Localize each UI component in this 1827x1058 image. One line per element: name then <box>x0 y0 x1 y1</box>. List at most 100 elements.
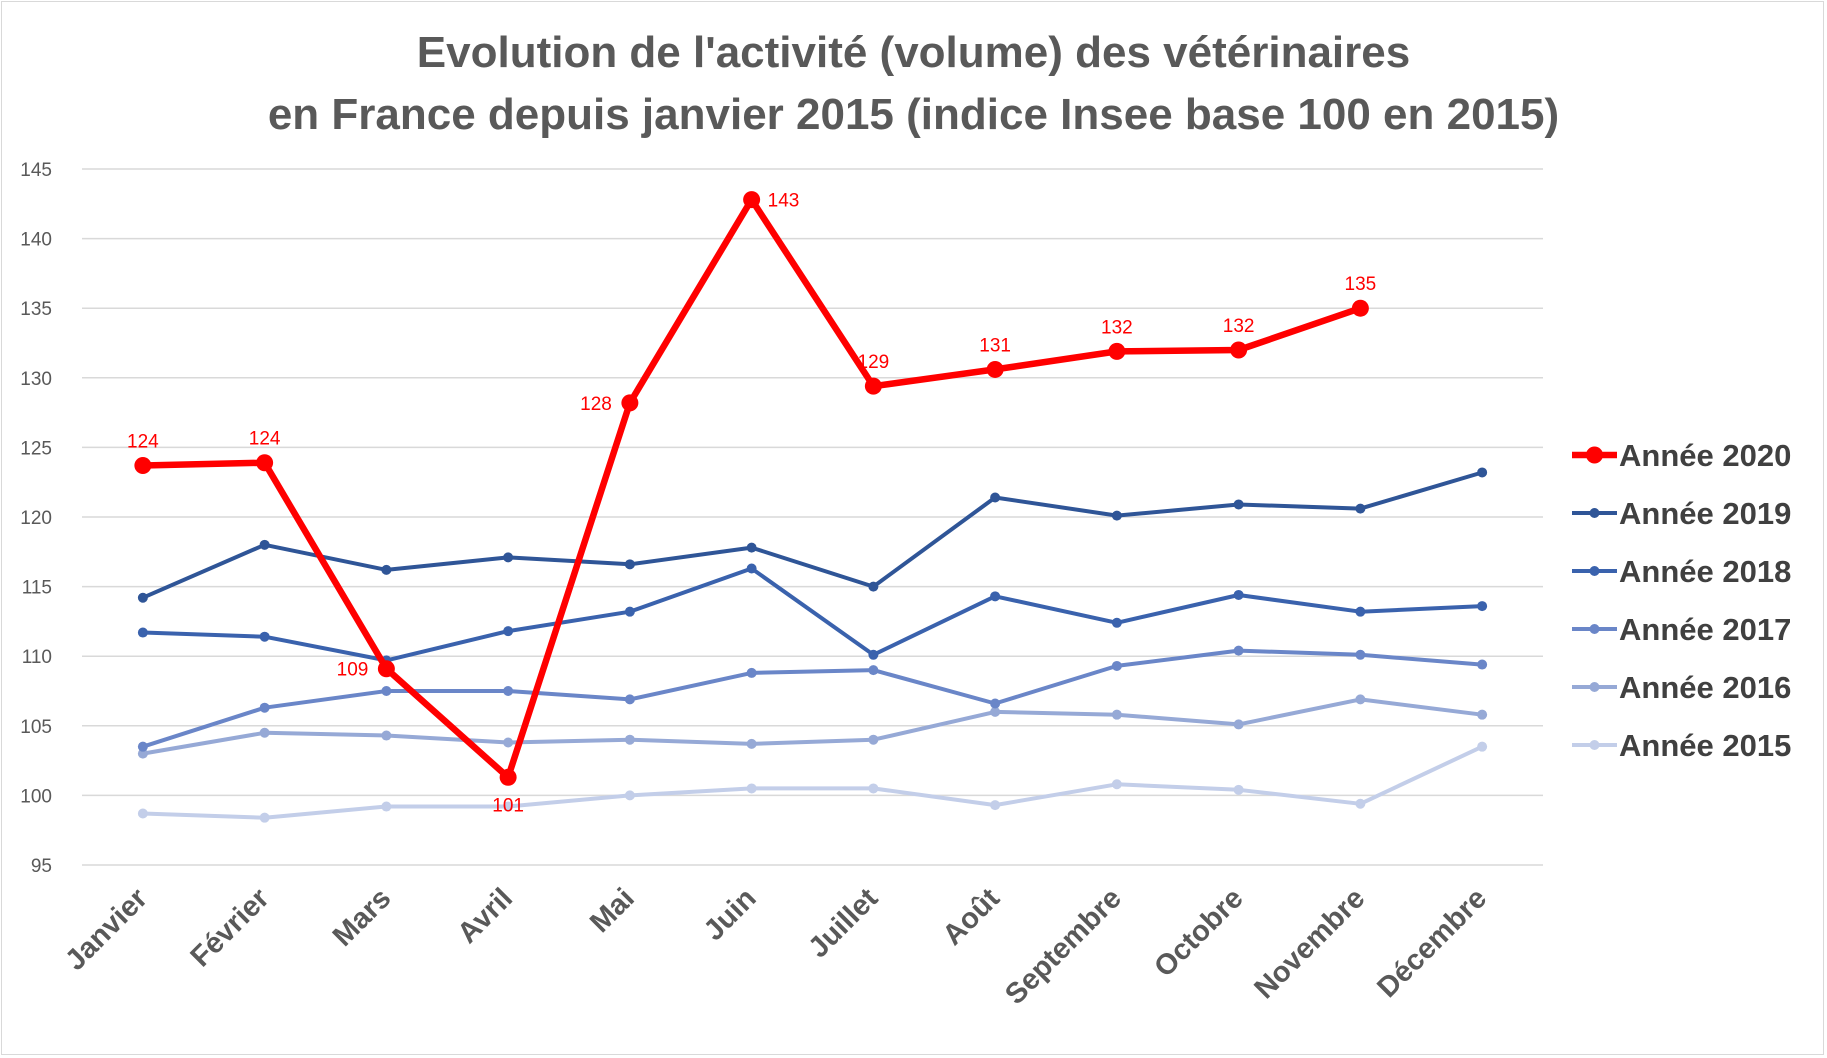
data-label-annee-2020-avril: 101 <box>492 795 524 816</box>
point-annee-2020-juin <box>743 191 761 209</box>
point-annee-2018-decembre <box>1477 601 1488 612</box>
x-tick-label-janvier: Janvier <box>59 882 153 976</box>
legend: Année 2020 Année 2019 Année 2018 Année 2017… <box>1572 438 1791 763</box>
x-tick-label-novembre: Novembre <box>1248 882 1371 1005</box>
point-annee-2015-septembre <box>1111 779 1122 790</box>
point-annee-2019-fevrier <box>259 539 270 550</box>
legend-label: Année 2019 <box>1619 496 1791 531</box>
point-annee-2020-janvier <box>134 456 152 474</box>
point-annee-2015-octobre <box>1233 784 1244 795</box>
point-annee-2020-aout <box>986 360 1004 378</box>
x-tick-label-mai: Mai <box>584 882 641 939</box>
point-annee-2015-mars <box>381 801 392 812</box>
point-annee-2019-octobre <box>1233 499 1244 510</box>
y-tick-label-140: 140 <box>20 230 52 251</box>
y-tick-label-120: 120 <box>20 508 52 529</box>
series-line-annee-2019 <box>140 470 1485 600</box>
series-annee-2018 <box>137 563 1488 666</box>
series-line-annee-2016 <box>140 697 1485 756</box>
series-annee-2017 <box>137 645 1488 752</box>
point-annee-2018-novembre <box>1355 606 1366 617</box>
point-annee-2017-mars <box>381 686 392 696</box>
point-annee-2015-avril <box>503 801 514 812</box>
point-annee-2016-septembre <box>1111 709 1122 720</box>
point-annee-2016-aout <box>990 706 1001 717</box>
data-label-annee-2020-juin: 143 <box>768 191 800 212</box>
point-annee-2019-mars <box>381 564 392 575</box>
point-annee-2017-juillet <box>868 665 879 676</box>
point-annee-2019-mai <box>624 559 635 570</box>
series-line-annee-2018 <box>140 566 1485 663</box>
point-annee-2019-juillet <box>868 581 879 592</box>
x-tick-label-aout: Août <box>937 882 1007 952</box>
legend-item-annee-2018: Année 2018 <box>1572 554 1791 589</box>
point-annee-2020-octobre <box>1230 341 1248 359</box>
legend-item-annee-2015: Année 2015 <box>1572 728 1791 763</box>
y-tick-label-100: 100 <box>20 786 52 807</box>
x-tick-label-octobre: Octobre <box>1148 882 1249 983</box>
point-annee-2016-juillet <box>868 734 879 745</box>
data-label-annee-2020-mai: 128 <box>580 394 612 415</box>
legend-label: Année 2020 <box>1619 438 1791 473</box>
legend-item-annee-2020: Année 2020 <box>1572 438 1791 473</box>
point-annee-2016-fevrier <box>259 727 270 738</box>
y-tick-label-135: 135 <box>20 299 52 320</box>
legend-swatch-marker <box>1589 740 1600 750</box>
data-label-annee-2020-janvier: 124 <box>127 431 159 452</box>
x-tick-label-juillet: Juillet <box>802 882 884 964</box>
point-annee-2019-novembre <box>1355 503 1366 514</box>
point-annee-2020-novembre <box>1351 299 1369 317</box>
legend-swatch-marker <box>1589 682 1600 692</box>
point-annee-2020-avril <box>499 768 517 786</box>
point-annee-2015-juillet <box>868 783 879 794</box>
x-tick-label-decembre: Décembre <box>1371 882 1493 1004</box>
point-annee-2018-aout <box>990 591 1001 602</box>
point-annee-2016-decembre <box>1477 709 1488 720</box>
gridlines <box>82 168 1543 866</box>
legend-label: Année 2018 <box>1619 554 1791 589</box>
data-labels: 124 124 109 101 128 143 129 131 132 132 135 <box>127 191 1376 817</box>
point-annee-2020-mars <box>377 660 395 678</box>
point-annee-2018-juillet <box>868 649 879 660</box>
point-annee-2015-juin <box>746 783 757 794</box>
point-annee-2017-juin <box>746 667 757 678</box>
data-label-annee-2020-juillet: 129 <box>858 352 890 373</box>
point-annee-2018-avril <box>503 626 514 637</box>
chart-title: Evolution de l'activité (volume) des vét… <box>0 22 1827 146</box>
point-annee-2017-aout <box>990 698 1001 709</box>
y-axis-tick-labels: 95 100 105 110 115 120 125 130 135 140 145 <box>20 160 52 877</box>
point-annee-2019-aout <box>990 492 1001 503</box>
y-tick-label-125: 125 <box>20 438 52 459</box>
series-annee-2020 <box>134 191 1369 786</box>
point-annee-2015-decembre <box>1477 741 1488 752</box>
point-annee-2016-mars <box>381 730 392 741</box>
x-tick-label-juin: Juin <box>698 882 763 947</box>
point-annee-2019-septembre <box>1111 510 1122 521</box>
series-group <box>134 191 1488 823</box>
point-annee-2015-janvier <box>137 808 148 819</box>
point-annee-2018-fevrier <box>259 631 270 642</box>
point-annee-2017-novembre <box>1355 649 1366 660</box>
point-annee-2017-octobre <box>1233 645 1244 656</box>
x-tick-label-avril: Avril <box>452 882 519 949</box>
series-line-annee-2020 <box>139 196 1364 781</box>
series-annee-2019 <box>137 467 1488 603</box>
y-tick-label-105: 105 <box>20 717 52 738</box>
data-label-annee-2020-mars: 109 <box>337 660 369 681</box>
point-annee-2020-juillet <box>864 377 882 395</box>
point-annee-2017-fevrier <box>259 702 270 713</box>
y-tick-label-145: 145 <box>20 160 52 181</box>
point-annee-2017-mai <box>624 694 635 705</box>
point-annee-2018-octobre <box>1233 589 1244 600</box>
chart-title-line-1: Evolution de l'activité (volume) des vét… <box>416 28 1411 77</box>
y-tick-label-130: 130 <box>20 369 52 390</box>
point-annee-2015-aout <box>990 800 1001 811</box>
point-annee-2019-decembre <box>1477 467 1488 478</box>
data-label-annee-2020-octobre: 132 <box>1223 316 1255 337</box>
series-annee-2015 <box>137 741 1488 823</box>
x-tick-label-septembre: Septembre <box>999 882 1128 1011</box>
legend-swatch-marker <box>1589 566 1600 576</box>
series-line-annee-2017 <box>140 648 1485 749</box>
point-annee-2017-janvier <box>137 741 148 752</box>
data-label-annee-2020-aout: 131 <box>979 335 1011 356</box>
